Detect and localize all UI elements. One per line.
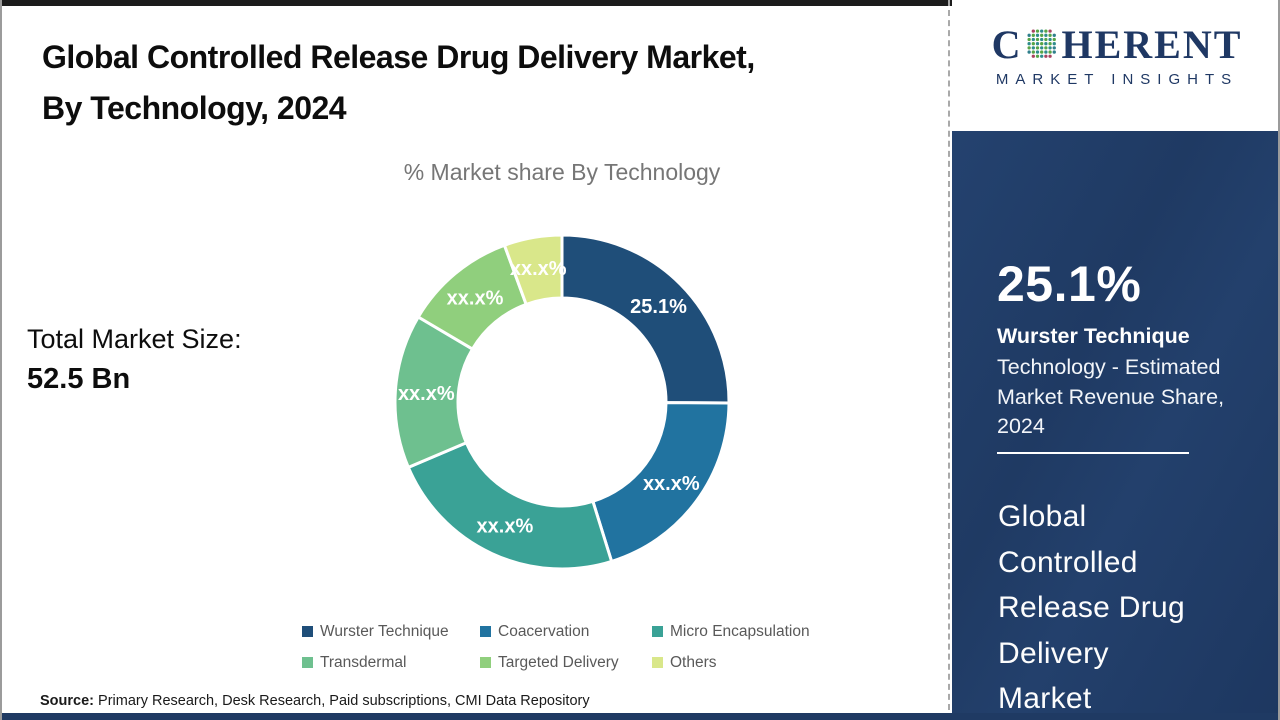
donut-segment-label: xx.x%	[447, 288, 504, 310]
source-line: Source: Primary Research, Desk Research,…	[40, 693, 590, 709]
donut-segment-label: xx.x%	[510, 258, 567, 280]
total-market-size: Total Market Size: 52.5 Bn	[27, 324, 242, 396]
page-title: Global Controlled Release Drug Delivery …	[42, 32, 932, 134]
logo-brand-text: C HERENT	[952, 22, 1278, 67]
legend-label: Coacervation	[498, 622, 590, 640]
sidebar: C HERENT MARKET INSIGHTS 25.1% Wurster Te…	[952, 0, 1278, 720]
donut-segment	[560, 233, 731, 405]
donut-chart: 25.1% xx.x% xx.x% xx.x% xx.x% xx.x%	[382, 222, 742, 582]
total-market-size-label: Total Market Size:	[27, 324, 242, 354]
logo-globe-icon	[1023, 25, 1060, 62]
legend-item: Micro Encapsulation	[652, 623, 852, 641]
donut-segment	[502, 233, 564, 307]
highlight-stat-description: Technology - Estimated Market Revenue Sh…	[997, 355, 1225, 438]
source-text: Primary Research, Desk Research, Paid su…	[94, 693, 590, 709]
donut-chart-svg: 25.1% xx.x% xx.x% xx.x% xx.x% xx.x%	[393, 233, 731, 571]
highlight-stat-title: Wurster Technique	[997, 324, 1190, 348]
logo-brand-part2: HERENT	[1061, 22, 1243, 67]
chart-legend: Wurster Technique Coacervation Micro Encap…	[302, 616, 852, 678]
vertical-dashed-divider	[948, 0, 950, 720]
legend-item: Transdermal	[302, 654, 480, 672]
page-title-line1: Global Controlled Release Drug Delivery …	[42, 39, 755, 75]
bottom-border-strip	[2, 713, 1278, 720]
legend-label: Wurster Technique	[320, 622, 449, 640]
legend-swatch-icon	[302, 626, 313, 637]
logo-brand-part1: C	[991, 22, 1023, 67]
legend-label: Transdermal	[320, 653, 407, 671]
page-title-line2: By Technology, 2024	[42, 90, 347, 126]
coherent-logo: C HERENT MARKET INSIGHTS	[952, 22, 1278, 89]
legend-item: Others	[652, 654, 852, 672]
legend-swatch-icon	[652, 626, 663, 637]
legend-swatch-icon	[302, 657, 313, 668]
legend-label: Micro Encapsulation	[670, 622, 810, 640]
donut-segment-label: xx.x%	[643, 473, 700, 495]
source-label: Source:	[40, 693, 94, 709]
sidebar-panel	[952, 131, 1278, 720]
donut-segment	[406, 440, 614, 571]
top-border-strip	[2, 0, 1278, 6]
sidebar-divider	[997, 452, 1189, 454]
highlight-stat-value: 25.1%	[997, 256, 1142, 312]
donut-segment-label: xx.x%	[398, 383, 455, 405]
donut-segment-label: xx.x%	[477, 515, 534, 537]
total-market-size-value: 52.5 Bn	[27, 363, 131, 395]
legend-label: Targeted Delivery	[498, 653, 619, 671]
legend-item: Coacervation	[480, 623, 652, 641]
legend-label: Others	[670, 653, 717, 671]
legend-swatch-icon	[480, 657, 491, 668]
donut-segment-label: 25.1%	[630, 296, 687, 318]
legend-item: Wurster Technique	[302, 623, 480, 641]
legend-item: Targeted Delivery	[480, 654, 652, 672]
legend-swatch-icon	[652, 657, 663, 668]
legend-swatch-icon	[480, 626, 491, 637]
sidebar-market-name: Global Controlled Release Drug Delivery …	[998, 500, 1186, 715]
logo-area: C HERENT MARKET INSIGHTS	[952, 0, 1278, 131]
chart-title: % Market share By Technology	[403, 159, 721, 185]
logo-brand-subtitle: MARKET INSIGHTS	[995, 71, 1239, 88]
